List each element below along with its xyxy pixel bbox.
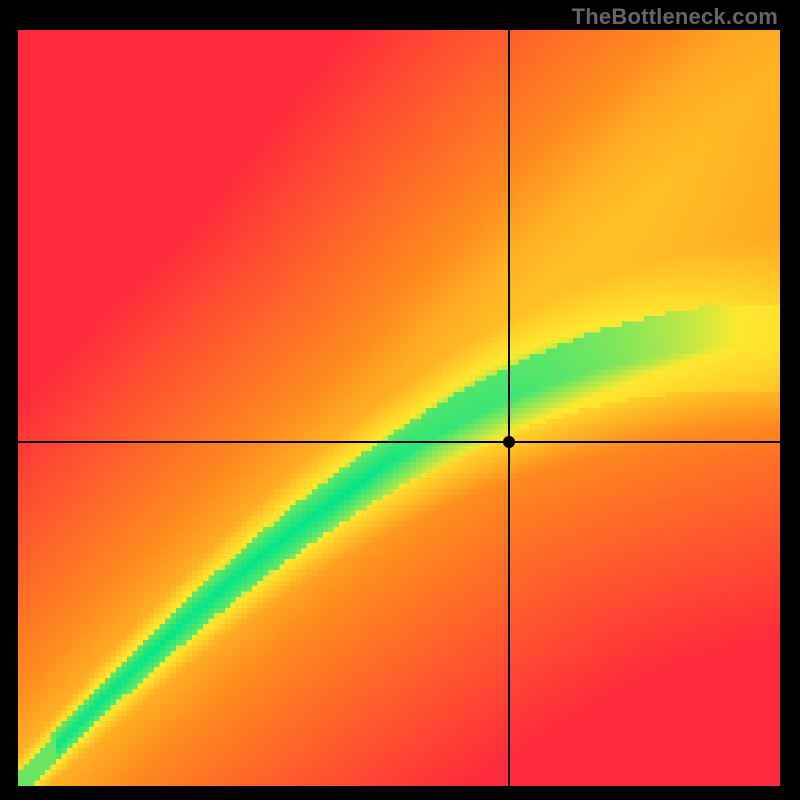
crosshair-vertical [508, 30, 510, 786]
watermark-text: TheBottleneck.com [572, 4, 778, 30]
chart-container: TheBottleneck.com [0, 0, 800, 800]
crosshair-horizontal [18, 441, 780, 443]
heatmap-canvas [18, 30, 780, 786]
